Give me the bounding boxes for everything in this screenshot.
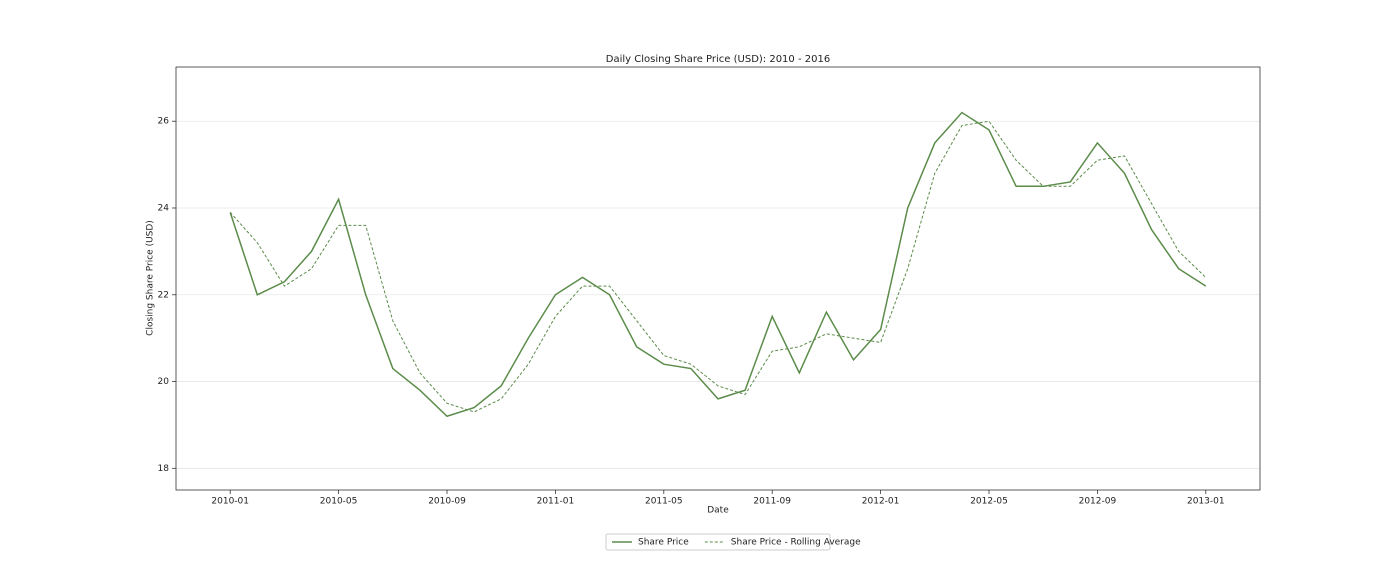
x-tick-label: 2010-09 — [428, 497, 466, 507]
x-tick-label: 2012-01 — [862, 497, 900, 507]
x-tick-label: 2012-05 — [970, 497, 1008, 507]
x-tick-label: 2011-01 — [537, 497, 575, 507]
y-tick-label: 18 — [158, 464, 170, 474]
x-tick-label: 2012-09 — [1079, 497, 1117, 507]
x-tick-label: 2011-05 — [645, 497, 683, 507]
chart-title: Daily Closing Share Price (USD): 2010 - … — [606, 54, 830, 65]
x-tick-label: 2010-05 — [320, 497, 358, 507]
series-line — [229, 120, 1207, 413]
series-line — [229, 111, 1207, 418]
y-axis-label: Closing Share Price (USD) — [146, 220, 156, 336]
y-tick-label: 22 — [158, 290, 169, 300]
x-tick-label: 2011-09 — [753, 497, 791, 507]
legend-box — [605, 533, 831, 551]
y-tick-label: 20 — [158, 377, 170, 387]
y-tick-label: 24 — [158, 204, 170, 214]
x-tick-label: 2013-01 — [1187, 497, 1225, 507]
legend-label: Share Price — [638, 538, 689, 548]
legend-label: Share Price - Rolling Average — [731, 538, 861, 548]
legend: Share Price Share Price - Rolling Average — [605, 533, 861, 551]
y-tick-label: 26 — [158, 117, 170, 127]
plot-frame — [175, 66, 1261, 491]
x-axis-label: Date — [707, 506, 729, 516]
x-tick-label: 2010-01 — [211, 497, 249, 507]
